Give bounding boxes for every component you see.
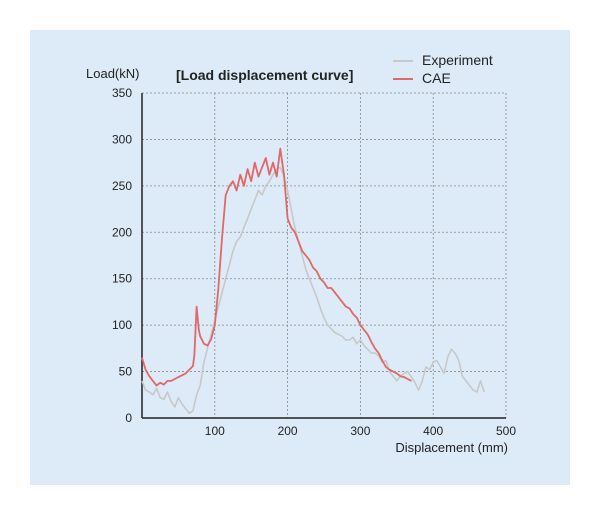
tick-labels: 0 50 100 150 200 250 300 350 100 200 300 400 500 <box>112 86 516 438</box>
grid <box>142 92 507 418</box>
series-line-cae <box>141 147 412 387</box>
legend: Experiment CAE <box>393 52 493 86</box>
x-tick-label: 100 <box>205 424 225 438</box>
y-tick-label: 100 <box>112 318 132 332</box>
x-tick-label: 500 <box>496 424 516 438</box>
y-tick-label: 250 <box>112 179 132 193</box>
y-tick-label: 200 <box>112 225 132 239</box>
y-tick-label: 0 <box>125 411 132 425</box>
series-line-experiment <box>141 166 485 415</box>
x-tick-label: 200 <box>278 424 298 438</box>
chart-title: [Load displacement curve] <box>176 67 353 83</box>
series-layer <box>141 147 485 415</box>
x-tick-label: 400 <box>423 424 443 438</box>
y-tick-label: 150 <box>112 272 132 286</box>
y-axis-label: Load(kN) <box>86 66 139 81</box>
x-axis-label: Displacement (mm) <box>395 440 508 455</box>
legend-label-cae: CAE <box>422 70 451 86</box>
legend-label-experiment: Experiment <box>422 52 493 68</box>
chart-panel <box>30 30 570 485</box>
x-tick-label: 300 <box>350 424 370 438</box>
y-tick-label: 350 <box>112 86 132 100</box>
y-tick-label: 300 <box>112 132 132 146</box>
axes <box>141 93 506 419</box>
y-tick-label: 50 <box>119 365 133 379</box>
